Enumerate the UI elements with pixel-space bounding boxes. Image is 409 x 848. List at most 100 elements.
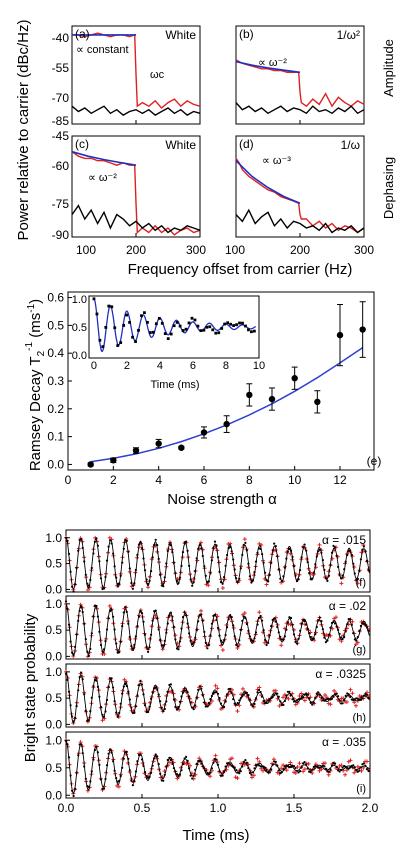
series-line (235, 208, 365, 234)
panel-i: 0.0 0.5 1.0 α = .035 (i) 0.0 0.5 1.0 1.5 2.0 (45, 731, 379, 815)
data-point (148, 331, 152, 334)
panel-label: (c) (75, 137, 89, 151)
data-point (131, 335, 134, 339)
data-point (169, 332, 173, 336)
data-point (291, 375, 298, 382)
data-point-red (169, 618, 174, 623)
ytick-label: 0.0 (72, 350, 87, 362)
data-point (143, 311, 146, 315)
data-point (155, 440, 162, 447)
data-point (146, 320, 149, 324)
data-point (223, 705, 226, 708)
data-point (211, 328, 215, 332)
series-line (235, 157, 365, 234)
data-point (214, 331, 218, 335)
data-point (95, 312, 99, 316)
data-point (252, 329, 256, 333)
data-point (318, 766, 321, 769)
data-point-red (306, 761, 311, 766)
data-point-red (355, 640, 360, 645)
data-point-red (220, 586, 225, 590)
data-point-red (261, 768, 265, 773)
data-point-red (204, 582, 209, 587)
data-point-red (286, 696, 291, 701)
ytick-label: -85 (52, 114, 70, 128)
data-point (199, 329, 203, 333)
data-point-red (279, 643, 284, 648)
data-point (341, 766, 344, 769)
data-point (303, 761, 306, 764)
data-point (154, 686, 157, 689)
ramsey-ylabel: Ramsey Decay T2-1 (ms-1) (24, 299, 47, 471)
data-point (315, 692, 318, 696)
data-point-red (295, 765, 300, 769)
data-point (299, 770, 302, 773)
panel-title: White (165, 138, 196, 152)
xtick-label: 0 (91, 360, 97, 372)
panel-c: (c) White ∝ ω⁻² (71, 135, 201, 238)
data-point (166, 337, 170, 341)
data-point (248, 771, 251, 775)
data-point-red (85, 588, 90, 592)
data-point-red (222, 577, 227, 582)
data-point (349, 766, 352, 769)
data-point (169, 683, 172, 686)
data-point (235, 769, 238, 772)
data-point-red (279, 766, 284, 771)
data-point (113, 326, 117, 330)
data-point (289, 616, 293, 620)
data-point-red (352, 565, 357, 569)
panel-label: (i) (356, 783, 366, 795)
data-point-red (348, 687, 353, 692)
ytick-label: 0.0 (45, 649, 62, 663)
data-point-red (323, 761, 327, 766)
data-point (154, 322, 158, 326)
timeseries-xlabel: Time (ms) (183, 827, 250, 844)
data-point (294, 766, 297, 770)
timeseries-ylabel: Bright state probability (22, 613, 39, 762)
data-point (364, 692, 367, 696)
panel-b: (b) 1/ω² ∝ ω⁻² (235, 25, 365, 125)
data-point-red (339, 763, 344, 768)
data-point (101, 345, 105, 349)
data-point (119, 341, 123, 344)
data-point (157, 317, 161, 320)
data-point (326, 579, 329, 583)
data-point-red (240, 686, 245, 691)
panel-e-inset: 0 2 4 6 8 10 0.0 0.5 1.0 (72, 294, 265, 372)
xtick-label: 6 (201, 473, 208, 487)
panel-label: (h) (353, 712, 366, 724)
data-point-red (344, 700, 349, 704)
data-point-red (323, 693, 327, 697)
data-point-red (237, 703, 242, 708)
fit-line (65, 740, 370, 795)
panel-a: (a) White ∝ constant ωc (71, 25, 201, 125)
data-point-red (295, 700, 300, 705)
data-point (318, 616, 321, 619)
data-point (288, 766, 291, 769)
data-point (213, 540, 217, 543)
xtick-label: 2 (110, 473, 117, 487)
xtick-label: 200 (290, 243, 310, 257)
data-point (175, 773, 179, 776)
ytick-label: 1.0 (72, 294, 87, 306)
ytick-label: -60 (52, 159, 70, 173)
data-point-red (273, 688, 278, 693)
ytick-label: 0.5 (72, 322, 87, 334)
data-point (246, 391, 253, 399)
annotation: ∝ ω⁻² (258, 57, 287, 69)
data-point (110, 305, 114, 309)
data-point (338, 770, 341, 773)
data-point-red (302, 767, 307, 772)
xtick-label: 10 (288, 473, 302, 487)
data-point (302, 762, 305, 765)
data-point (236, 701, 239, 705)
xtick-label: 4 (157, 360, 163, 372)
inset-xlabel: Time (ms) (150, 379, 199, 391)
data-point-red (339, 581, 344, 586)
data-point (330, 697, 334, 700)
data-point (236, 645, 239, 648)
data-point (247, 328, 250, 332)
data-point (200, 429, 208, 436)
data-point (226, 321, 230, 325)
